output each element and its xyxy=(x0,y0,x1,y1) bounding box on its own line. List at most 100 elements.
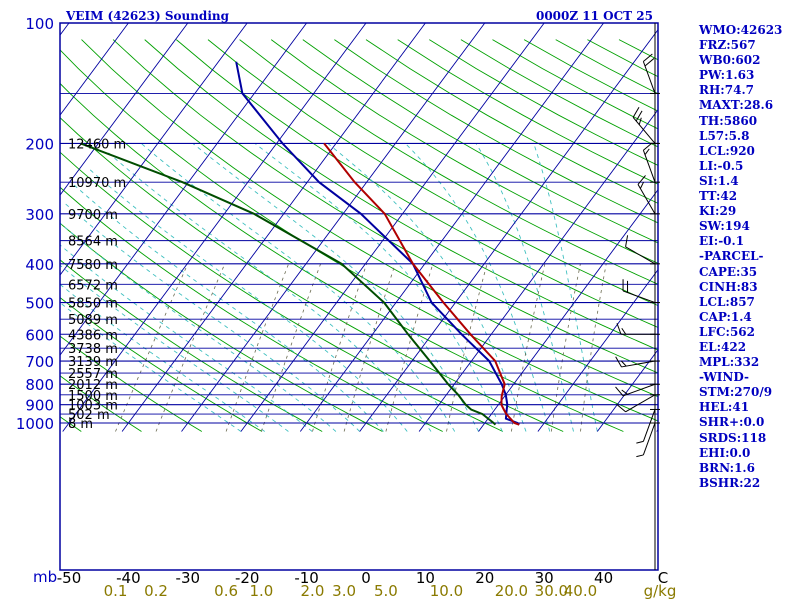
wind-barb xyxy=(642,53,660,94)
height-label: 5089 m xyxy=(68,313,118,328)
height-label: 502 m xyxy=(68,408,110,423)
height-label: 6572 m xyxy=(68,278,118,293)
moist-adiabat xyxy=(405,143,551,432)
index-row: SHR+:0.0 xyxy=(699,415,765,430)
y-tick-label: 800 xyxy=(25,376,54,394)
dry-adiabat xyxy=(60,186,443,432)
y-tick-label: 400 xyxy=(25,256,54,274)
index-row: WB0:602 xyxy=(699,53,761,68)
x-tick-label: -30 xyxy=(176,569,201,587)
moist-adiabat xyxy=(60,302,242,432)
index-row: SI:1.4 xyxy=(699,173,739,188)
height-label: 2557 m xyxy=(68,367,118,382)
index-row: LI:-0.5 xyxy=(699,158,744,173)
wind-barb xyxy=(616,323,660,335)
moist-adiabat xyxy=(140,143,456,432)
height-label: 1500 m xyxy=(68,389,118,404)
dry-adiabat xyxy=(60,375,142,432)
wind-feather xyxy=(620,360,627,367)
mixing-ratio-label: 10.0 xyxy=(430,582,463,600)
x-tick-label: 0 xyxy=(361,569,371,587)
mixing-ratio-label: 40.0 xyxy=(564,582,597,600)
x-tick-label: 40 xyxy=(594,569,613,587)
dry-adiabat xyxy=(60,296,263,432)
mixing-ratio-line xyxy=(580,263,607,432)
moist-adiabat xyxy=(533,143,598,432)
dry-adiabat xyxy=(112,39,658,374)
moist-adiabat xyxy=(475,143,574,432)
isotherm xyxy=(478,188,658,432)
index-row: LFC:562 xyxy=(699,324,755,339)
wind-shaft xyxy=(642,61,656,94)
wind-barb xyxy=(637,175,660,215)
mixing-ratio-label: 30.0 xyxy=(535,582,568,600)
x-tick-label: -10 xyxy=(294,569,319,587)
moist-adiabat xyxy=(60,283,265,432)
index-row: EI:-0.1 xyxy=(699,234,745,249)
index-row: TH:5860 xyxy=(699,113,758,128)
wind-shaft xyxy=(642,150,656,183)
height-label: 2012 m xyxy=(68,378,118,393)
mixing-ratio-label: 20.0 xyxy=(495,582,528,600)
height-label: 10970 m xyxy=(68,176,126,191)
index-row: LCL:920 xyxy=(699,143,755,158)
plot-background xyxy=(60,23,658,570)
mixing-ratio-label: 1.0 xyxy=(249,582,273,600)
wind-barbs xyxy=(615,23,660,570)
mixing-ratio-label: 2.0 xyxy=(301,582,325,600)
isotherm xyxy=(62,23,367,432)
wind-shaft xyxy=(632,117,656,144)
wind-barb xyxy=(636,422,660,458)
wind-feather xyxy=(644,148,650,155)
mixing-ratio-unit: g/kg xyxy=(644,582,677,600)
isotherm xyxy=(181,23,486,432)
wind-feather xyxy=(638,117,642,125)
index-row: HEL:41 xyxy=(699,400,750,415)
dry-adiabat xyxy=(60,151,504,432)
wind-barb xyxy=(632,106,660,144)
index-row: BRN:1.6 xyxy=(699,460,755,475)
wind-barb xyxy=(622,279,660,304)
indices-panel: WMO:42623 FRZ:567 WB0:602 PW:1.63 RH:74.7 MAX… xyxy=(699,23,799,491)
wind-shaft xyxy=(642,409,656,442)
wind-feather xyxy=(616,403,626,413)
index-row: MAXT:28.6 xyxy=(699,98,774,113)
isotherm xyxy=(60,23,248,276)
wind-feather xyxy=(621,389,628,395)
mixing-ratio-line xyxy=(261,263,321,432)
wind-feather xyxy=(632,106,640,118)
dry-adiabat xyxy=(207,39,658,307)
x-tick-label: C xyxy=(658,569,668,587)
y-tick-label: 100 xyxy=(25,15,54,33)
isotherm xyxy=(299,23,604,432)
x-tick-label: -40 xyxy=(116,569,141,587)
isotherm xyxy=(0,23,10,431)
mixing-ratio-line xyxy=(446,263,488,432)
wind-feather xyxy=(621,327,627,335)
wind-shaft xyxy=(622,290,656,304)
plot-frame xyxy=(59,22,659,571)
x-tick-label: 30 xyxy=(535,569,554,587)
dry-adiabat xyxy=(270,39,658,264)
mixing-ratio-label: 3.0 xyxy=(332,582,356,600)
mixing-ratio-label: 0.1 xyxy=(104,582,128,600)
wind-shaft xyxy=(621,360,656,368)
height-label: 8564 m xyxy=(68,235,118,250)
wind-shaft xyxy=(622,383,656,397)
index-row: RH:74.7 xyxy=(699,83,754,98)
mixing-ratio-label: 5.0 xyxy=(374,582,398,600)
wind-shaft xyxy=(625,246,656,265)
mixing-ratio-line xyxy=(225,263,289,432)
wind-feather xyxy=(615,356,622,368)
index-row: TT:42 xyxy=(699,189,738,204)
height-label: 3738 m xyxy=(68,342,118,357)
index-row: L57:5.8 xyxy=(699,128,750,143)
x-tick-label: -50 xyxy=(57,569,82,587)
index-row: CINH:83 xyxy=(699,279,758,294)
index-row: EHI:0.0 xyxy=(699,445,751,460)
height-label: 7580 m xyxy=(68,258,118,273)
wind-shaft xyxy=(637,184,656,215)
wind-feather xyxy=(643,142,653,151)
dry-adiabat xyxy=(365,39,658,204)
dry-adiabat xyxy=(176,39,658,328)
